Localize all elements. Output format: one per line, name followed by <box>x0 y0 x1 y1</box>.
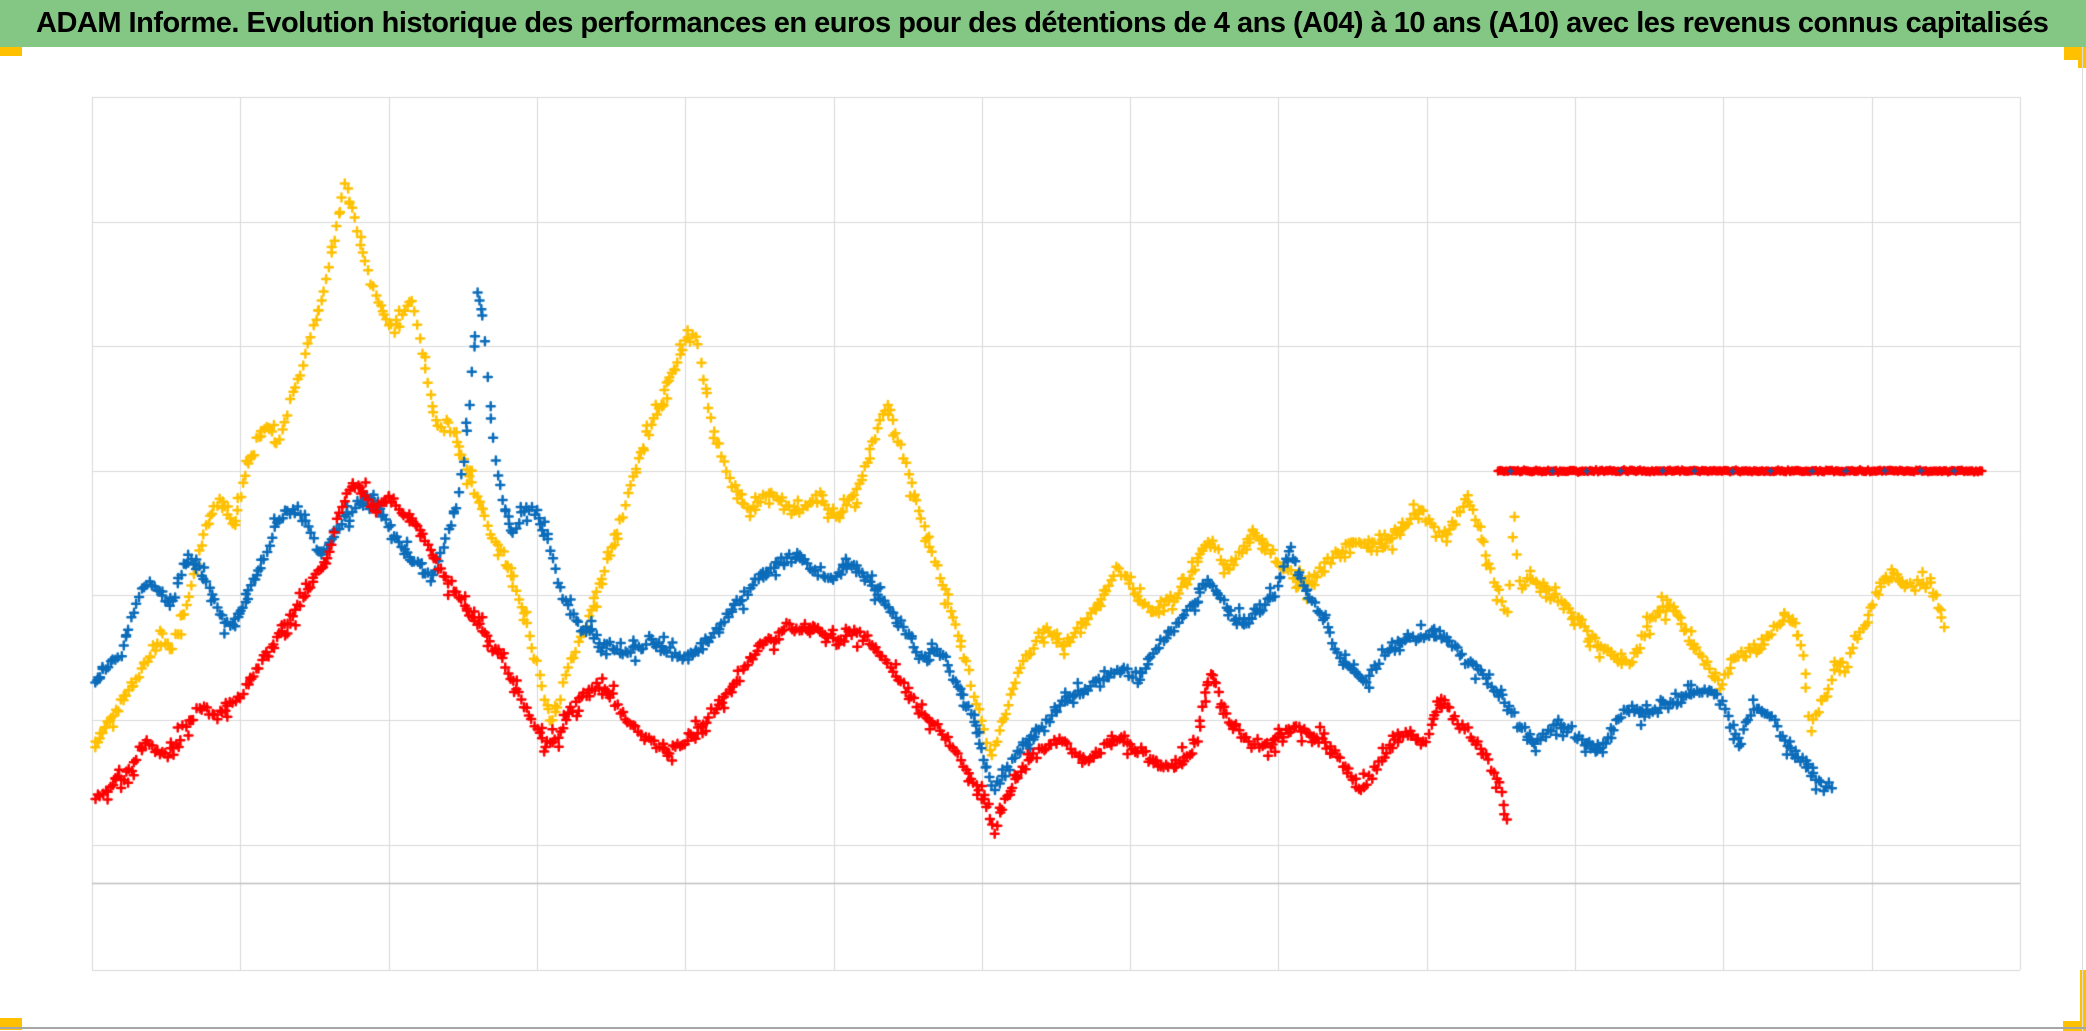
right-edge-line <box>2082 47 2083 1031</box>
corner-accent-top-left <box>0 47 22 56</box>
corner-accent-bottom-right-v <box>2080 970 2086 1031</box>
corner-accent-bottom-right-h <box>2063 1021 2086 1031</box>
bottom-rule <box>0 1027 2086 1029</box>
